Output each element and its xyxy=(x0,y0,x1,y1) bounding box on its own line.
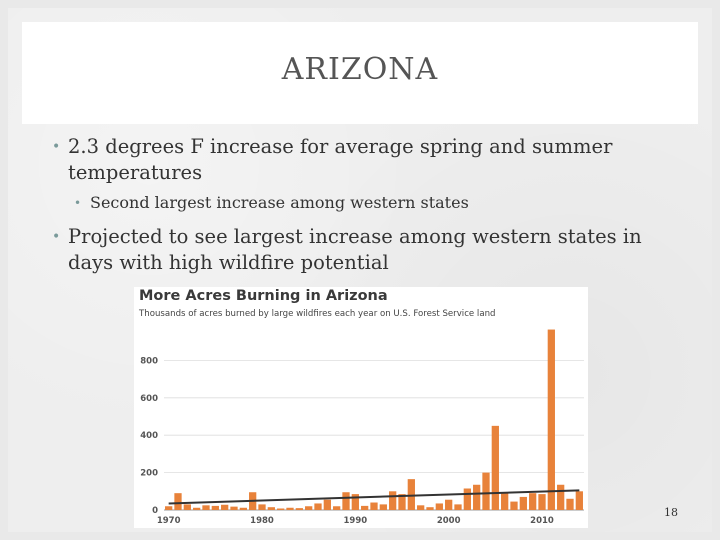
x-tick-label: 2010 xyxy=(530,516,554,526)
bar xyxy=(426,507,434,510)
y-tick-label: 600 xyxy=(140,394,158,404)
bar xyxy=(417,505,425,510)
bar xyxy=(510,501,518,510)
bar xyxy=(193,507,201,510)
bar xyxy=(323,499,331,510)
y-tick-label: 400 xyxy=(140,431,158,441)
bar xyxy=(333,506,341,510)
slide-title: ARIZONA xyxy=(281,52,439,87)
page-number: 18 xyxy=(664,506,678,519)
bullet-list: 2.3 degrees F increase for average sprin… xyxy=(52,134,692,282)
x-tick-label: 2000 xyxy=(437,516,461,526)
bar xyxy=(305,506,313,510)
y-tick-label: 0 xyxy=(152,506,158,516)
bar xyxy=(221,504,229,510)
y-tick-label: 200 xyxy=(140,469,158,479)
bar xyxy=(389,491,397,510)
bar xyxy=(519,496,527,510)
bar xyxy=(267,507,275,510)
bar xyxy=(165,506,173,510)
bar xyxy=(183,504,191,510)
bar xyxy=(575,491,583,510)
bar xyxy=(379,504,387,510)
bar xyxy=(314,503,322,510)
trend-line xyxy=(168,489,580,505)
bar xyxy=(239,507,247,510)
wildfire-chart: More Acres Burning in Arizona Thousands … xyxy=(134,287,588,528)
bar xyxy=(342,492,350,510)
bar xyxy=(230,506,238,510)
bar xyxy=(501,493,509,510)
bar xyxy=(482,472,490,510)
bar xyxy=(211,505,219,510)
bar xyxy=(566,498,574,510)
bar xyxy=(435,503,443,510)
bar xyxy=(529,493,537,510)
bar xyxy=(370,502,378,510)
bar xyxy=(407,479,415,510)
chart-plot: 0 200 400 600 800 1970 1980 1990 2000 2010 xyxy=(140,329,584,526)
bar xyxy=(277,508,285,510)
bullet-item: 2.3 degrees F increase for average sprin… xyxy=(52,134,692,186)
bar xyxy=(202,505,210,510)
bar xyxy=(174,493,182,510)
bar xyxy=(445,499,453,510)
bar xyxy=(295,508,303,510)
bar xyxy=(258,504,266,510)
title-box xyxy=(22,22,698,124)
bullet-item: Projected to see largest increase among … xyxy=(52,224,692,276)
bar xyxy=(398,494,406,510)
bar xyxy=(557,484,565,510)
bar xyxy=(538,494,546,510)
bar xyxy=(361,505,369,510)
bar xyxy=(454,504,462,510)
bar xyxy=(286,507,294,510)
bar xyxy=(473,484,481,510)
x-tick-label: 1990 xyxy=(343,516,367,526)
x-tick-label: 1980 xyxy=(250,516,274,526)
y-tick-label: 800 xyxy=(140,356,158,366)
bar xyxy=(547,329,555,510)
chart-title: More Acres Burning in Arizona xyxy=(139,288,388,304)
bar xyxy=(351,494,359,510)
x-tick-label: 1970 xyxy=(157,516,181,526)
sub-bullet-item: Second largest increase among western st… xyxy=(74,192,692,214)
bar xyxy=(463,488,471,510)
bar xyxy=(491,425,499,510)
chart-subtitle: Thousands of acres burned by large wildf… xyxy=(139,309,496,319)
